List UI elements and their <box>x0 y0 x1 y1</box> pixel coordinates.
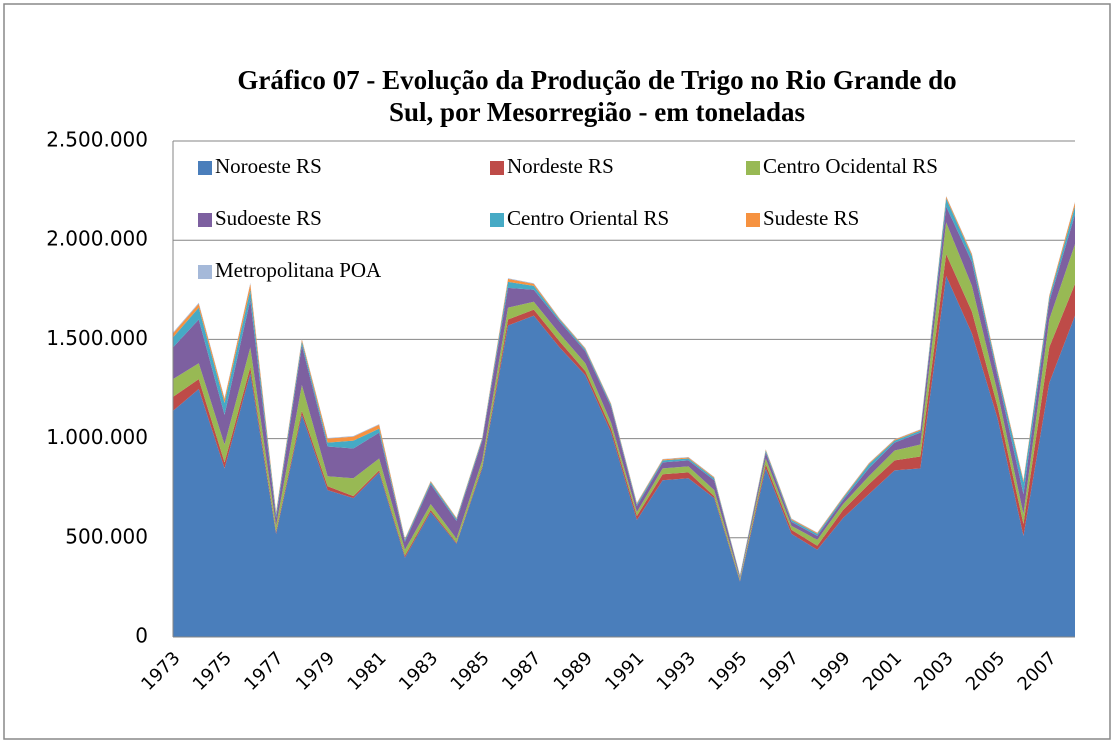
legend-label: Sudoeste RS <box>215 206 322 230</box>
legend-label: Sudeste RS <box>763 206 859 230</box>
legend-swatch <box>746 213 760 227</box>
legend-label: Nordeste RS <box>507 154 614 178</box>
legend-label: Metropolitana POA <box>215 258 382 282</box>
y-tick-label: 500.000 <box>65 524 148 548</box>
chart-title: Gráfico 07 - Evolução da Produção de Tri… <box>237 65 957 127</box>
y-tick-label: 0 <box>135 624 148 648</box>
legend-label: Noroeste RS <box>215 154 322 178</box>
y-tick-label: 1.000.000 <box>46 425 148 449</box>
legend-label: Centro Oriental RS <box>507 206 669 230</box>
legend-swatch <box>490 213 504 227</box>
legend-swatch <box>746 161 760 175</box>
area <box>173 275 1075 637</box>
y-tick-label: 2.000.000 <box>46 227 148 251</box>
y-tick-label: 2.500.000 <box>46 128 148 152</box>
legend-swatch <box>198 213 212 227</box>
legend-swatch <box>198 161 212 175</box>
y-tick-label: 1.500.000 <box>46 326 148 350</box>
legend-swatch <box>490 161 504 175</box>
legend-label: Centro Ocidental RS <box>763 154 938 178</box>
legend-swatch <box>198 265 212 279</box>
